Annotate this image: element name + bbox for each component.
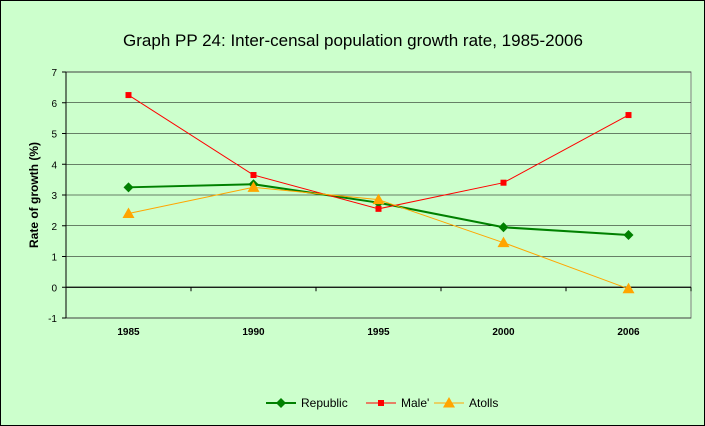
x-tick-label: 2000 (492, 327, 515, 338)
data-point-male (250, 172, 257, 179)
data-point-atolls (122, 207, 135, 218)
y-tick-label: 4 (51, 160, 57, 171)
legend: Republic Male' Atolls (266, 396, 498, 410)
y-tick-label: 7 (51, 68, 57, 79)
x-tick-label: 1990 (242, 327, 265, 338)
data-point-atolls (497, 236, 510, 248)
legend-label-male: Male' (401, 396, 429, 410)
y-tick-label: 0 (51, 283, 57, 294)
x-tick-label: 2006 (617, 327, 640, 338)
data-point-republic (123, 182, 134, 193)
data-point-male (125, 92, 132, 99)
data-point-male (375, 205, 382, 212)
y-axis-label: Rate of growth (%) (27, 142, 41, 248)
x-tick-label: 1985 (117, 327, 140, 338)
legend-label-republic: Republic (301, 396, 348, 410)
data-point-republic (498, 222, 509, 233)
y-tick-label: -1 (48, 314, 57, 325)
data-point-republic (623, 229, 634, 240)
plot-area: -1 0 1 2 3 4 5 6 7 1985 1990 1995 2000 2006 (48, 68, 692, 338)
legend-marker-male (378, 400, 384, 406)
legend-marker-atolls (443, 397, 455, 408)
y-tick-label: 1 (51, 253, 57, 264)
y-tick-label: 2 (51, 222, 57, 233)
y-tick-label: 3 (51, 191, 57, 202)
legend-marker-republic (276, 398, 286, 408)
y-tick-label: 6 (51, 99, 57, 110)
data-point-male (500, 179, 507, 186)
y-tick-label: 5 (51, 130, 57, 141)
data-point-atolls (247, 181, 260, 192)
data-point-atolls (622, 282, 635, 294)
data-point-male (625, 112, 632, 119)
legend-label-atolls: Atolls (469, 396, 498, 410)
chart-title: Graph PP 24: Inter-censal population gro… (123, 31, 583, 50)
x-tick-label: 1995 (367, 327, 390, 338)
data-point-atolls (372, 193, 385, 205)
